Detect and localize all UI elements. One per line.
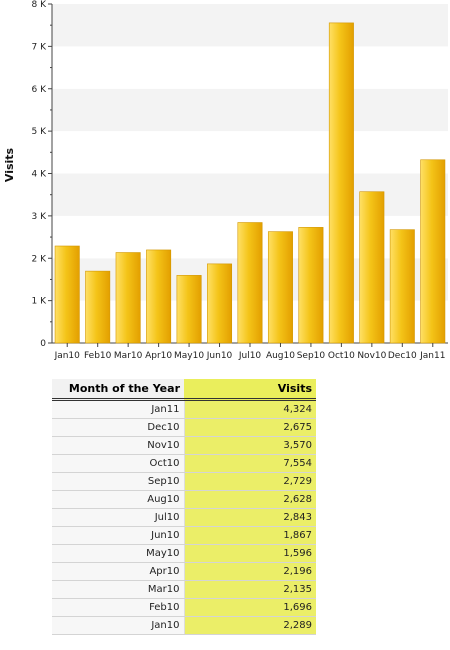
x-axis-ticks: Jan10 Feb10 Mar10 Apr10 May10 Jun10 Jul10 Aug10… xyxy=(54,343,445,361)
bar-may10[interactable] xyxy=(176,275,202,344)
y-tick-label: 6 K xyxy=(32,85,48,95)
month-cell: Apr10 xyxy=(52,562,185,581)
month-cell: Jan10 xyxy=(52,616,185,635)
bar-feb10[interactable] xyxy=(85,270,111,344)
table-row: Jul10 2,843 xyxy=(52,508,316,527)
x-tick-label: Oct10 xyxy=(328,351,355,361)
visits-column-header[interactable]: Visits xyxy=(184,379,316,401)
month-cell: Jul10 xyxy=(52,508,185,527)
table-row: Sep10 2,729 xyxy=(52,472,316,491)
visits-cell: 2,628 xyxy=(184,490,316,509)
x-tick-label: Feb10 xyxy=(84,351,112,361)
y-tick-label: 1 K xyxy=(32,297,48,307)
visits-cell: 1,596 xyxy=(184,544,316,563)
visits-table: Month of the Year Visits Jan11 4,324 Dec10… xyxy=(52,379,316,635)
bars xyxy=(54,22,446,344)
x-tick-label: Dec10 xyxy=(388,351,417,361)
table-row: Feb10 1,696 xyxy=(52,598,316,617)
month-cell: Aug10 xyxy=(52,490,185,509)
y-tick-label: 3 K xyxy=(32,212,48,222)
x-tick-label: Mar10 xyxy=(114,351,143,361)
grid-band xyxy=(52,173,448,216)
bar-jun10[interactable] xyxy=(207,263,233,344)
table-row: Mar10 2,135 xyxy=(52,580,316,599)
visits-cell: 1,696 xyxy=(184,598,316,617)
visits-cell: 2,135 xyxy=(184,580,316,599)
grid-band xyxy=(52,46,448,89)
x-tick-label: Nov10 xyxy=(357,351,386,361)
y-tick-label: 7 K xyxy=(32,42,48,52)
table-row: Jan10 2,289 xyxy=(52,616,316,635)
month-cell: May10 xyxy=(52,544,185,563)
visits-cell: 2,729 xyxy=(184,472,316,491)
y-tick-label: 0 xyxy=(40,339,46,349)
y-axis-ticks: 0 1 K 2 K 3 K 4 K 5 K 6 K 7 K 8 K xyxy=(32,0,52,349)
month-cell: Nov10 xyxy=(52,436,185,455)
visits-cell: 7,554 xyxy=(184,454,316,473)
grid-band xyxy=(52,131,448,174)
month-cell: Feb10 xyxy=(52,598,185,617)
y-axis-title: Visits xyxy=(3,147,16,182)
bar-sep10[interactable] xyxy=(298,227,324,344)
month-column-header[interactable]: Month of the Year xyxy=(52,379,184,401)
x-tick-label: Jul10 xyxy=(238,351,262,361)
month-cell: Sep10 xyxy=(52,472,185,491)
x-tick-label: Apr10 xyxy=(145,351,172,361)
month-cell: Dec10 xyxy=(52,418,185,437)
month-cell: Mar10 xyxy=(52,580,185,599)
month-cell: Jun10 xyxy=(52,526,185,545)
visits-cell: 2,675 xyxy=(184,418,316,437)
visits-cell: 2,289 xyxy=(184,616,316,635)
x-tick-label: Aug10 xyxy=(266,351,295,361)
x-tick-label: Jan10 xyxy=(54,351,81,361)
bar-dec10[interactable] xyxy=(389,229,415,344)
x-tick-label: May10 xyxy=(174,351,204,361)
table-row: Jun10 1,867 xyxy=(52,526,316,545)
bar-aug10[interactable] xyxy=(267,231,293,344)
table-row: Jan11 4,324 xyxy=(52,399,316,419)
visits-cell: 4,324 xyxy=(184,399,316,419)
table-row: Dec10 2,675 xyxy=(52,418,316,437)
y-tick-label: 8 K xyxy=(32,0,48,10)
x-tick-label: Jun10 xyxy=(206,351,233,361)
table-header-row: Month of the Year Visits xyxy=(52,379,316,401)
x-tick-label: Jan11 xyxy=(419,351,445,361)
table-row: Oct10 7,554 xyxy=(52,454,316,473)
visits-cell: 1,867 xyxy=(184,526,316,545)
y-tick-label: 5 K xyxy=(32,127,48,137)
x-tick-label: Sep10 xyxy=(297,351,326,361)
month-cell: Oct10 xyxy=(52,454,185,473)
table-row: Apr10 2,196 xyxy=(52,562,316,581)
table-body: Jan11 4,324 Dec10 2,675 Nov10 3,570 Oct10 7,554… xyxy=(52,399,316,635)
visits-cell: 3,570 xyxy=(184,436,316,455)
table-row: May10 1,596 xyxy=(52,544,316,563)
bar-apr10[interactable] xyxy=(146,249,172,344)
visits-cell: 2,196 xyxy=(184,562,316,581)
grid-band xyxy=(52,4,448,47)
bar-nov10[interactable] xyxy=(359,191,385,344)
y-tick-label: 2 K xyxy=(32,254,48,264)
bar-jan10[interactable] xyxy=(54,245,80,344)
bar-jul10[interactable] xyxy=(237,222,263,344)
visits-bar-chart: 0 1 K 2 K 3 K 4 K 5 K 6 K 7 K 8 K Jan10 Feb10 Mar1… xyxy=(3,0,448,361)
grid-band xyxy=(52,88,448,132)
y-tick-label: 4 K xyxy=(32,170,48,180)
bar-oct10[interactable] xyxy=(328,22,354,344)
table-row: Nov10 3,570 xyxy=(52,436,316,455)
bar-jan11[interactable] xyxy=(420,159,446,344)
table-row: Aug10 2,628 xyxy=(52,490,316,509)
visits-cell: 2,843 xyxy=(184,508,316,527)
bar-mar10[interactable] xyxy=(115,252,141,344)
month-cell: Jan11 xyxy=(52,399,185,419)
